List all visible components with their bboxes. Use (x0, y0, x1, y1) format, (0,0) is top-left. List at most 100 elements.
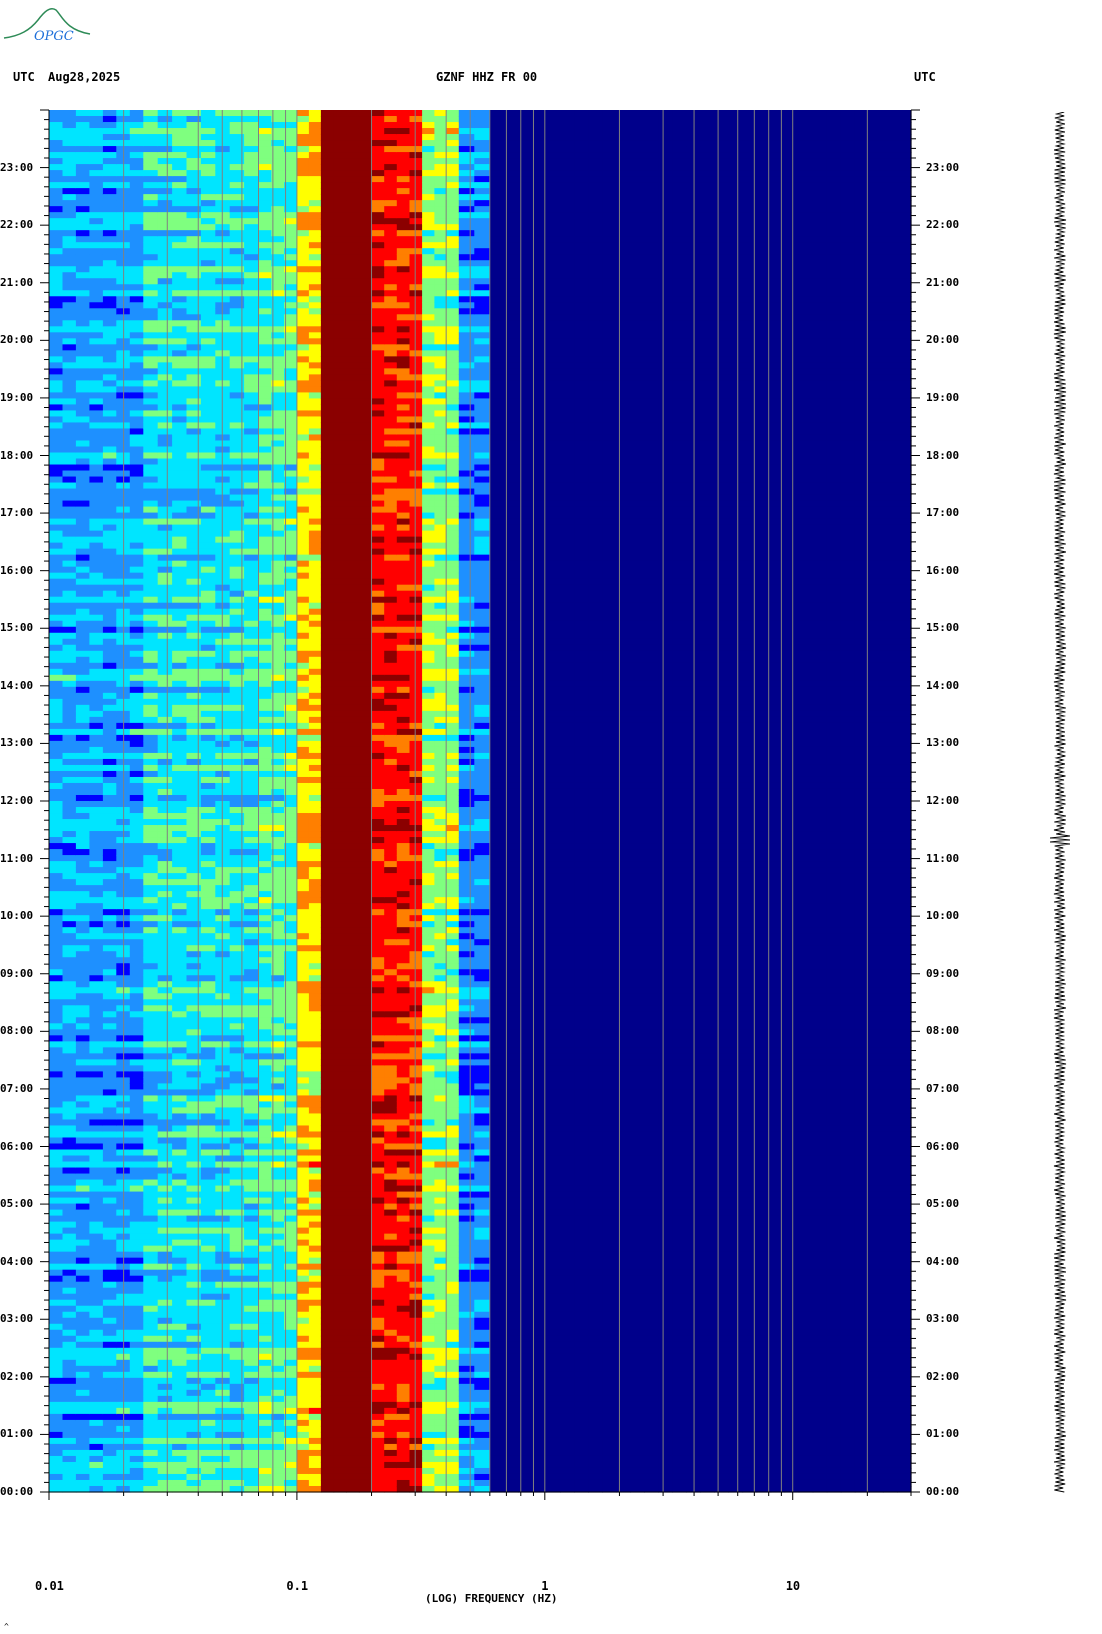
spectrogram-cell (333, 524, 347, 532)
spectrogram-cell (215, 1239, 231, 1247)
spectrogram-cell (102, 1413, 117, 1421)
spectrogram-cell (308, 1407, 322, 1415)
spectrogram-cell (49, 656, 64, 664)
spectrogram-cell (200, 650, 216, 658)
spectrogram-cell (62, 1269, 77, 1277)
spectrogram-cell (296, 825, 310, 832)
spectrogram-cell (129, 518, 144, 526)
spectrogram-cell (200, 1437, 216, 1445)
spectrogram-cell (186, 566, 202, 574)
spectrogram-cell (62, 620, 77, 628)
spectrogram-cell (308, 1485, 322, 1493)
spectrogram-cell (258, 386, 272, 394)
spectrogram-cell (143, 350, 159, 357)
spectrogram-cell (102, 494, 117, 502)
spectrogram-cell (308, 230, 322, 237)
spectrogram-cell (75, 1485, 90, 1493)
spectrogram-cell (49, 909, 64, 916)
spectrogram-cell (229, 849, 245, 856)
spectrogram-cell (244, 1449, 260, 1457)
spectrogram-cell (320, 1305, 335, 1313)
spectrogram-cell (75, 1341, 90, 1349)
spectrogram-cell (62, 975, 77, 982)
spectrogram-cell (200, 1089, 216, 1097)
spectrogram-cell (229, 626, 245, 634)
spectrogram-cell (89, 963, 104, 970)
spectrogram-cell (296, 614, 310, 622)
spectrogram-cell (49, 146, 64, 153)
spectrogram-cell (49, 1083, 64, 1091)
spectrogram-cell (320, 638, 335, 646)
spectrogram-cell (75, 975, 90, 982)
spectrogram-cell (75, 819, 90, 826)
spectrogram-cell (129, 272, 144, 279)
spectrogram-cell (320, 1077, 335, 1085)
spectrogram-cell (89, 440, 104, 448)
spectrogram-cell (271, 1359, 285, 1367)
spectrogram-cell (49, 476, 64, 484)
spectrogram-cell (229, 638, 245, 646)
spectrogram-cell (172, 999, 188, 1006)
spectrogram-cell (200, 566, 216, 574)
spectrogram-cell (157, 536, 173, 544)
spectrogram-cell (172, 554, 188, 562)
spectrogram-cell (308, 891, 322, 898)
spectrogram-cell (89, 260, 104, 267)
spectrogram-cell (229, 494, 245, 502)
spectrogram-cell (186, 963, 202, 970)
spectrogram-cell (284, 602, 298, 610)
spectrogram-cell (271, 326, 285, 333)
spectrogram-cell (102, 849, 117, 856)
spectrogram-cell (89, 332, 104, 339)
spectrogram-cell (244, 638, 260, 646)
spectrogram-cell (62, 1377, 77, 1385)
spectrogram-cell (62, 692, 77, 700)
spectrogram-cell (320, 915, 335, 922)
spectrogram-cell (258, 242, 272, 249)
spectrogram-cell (89, 710, 104, 718)
spectrogram-cell (258, 422, 272, 430)
spectrogram-cell (258, 158, 272, 165)
spectrogram-cell (157, 1071, 173, 1078)
spectrogram-cell (333, 1005, 347, 1012)
spectrogram-cell (75, 933, 90, 940)
spectrogram-cell (320, 1407, 335, 1415)
spectrogram-cell (258, 668, 272, 676)
spectrogram-cell (200, 819, 216, 826)
spectrogram-cell (258, 1425, 272, 1433)
spectrogram-cell (296, 416, 310, 424)
spectrogram-cell (296, 176, 310, 183)
spectrogram-cell (186, 1239, 202, 1247)
spectrogram-cell (186, 1215, 202, 1223)
spectrogram-cell (129, 146, 144, 153)
spectrogram-cell (296, 1407, 310, 1415)
spectrogram-cell (296, 1149, 310, 1157)
spectrogram-cell (244, 578, 260, 586)
spectrogram-cell (172, 1263, 188, 1271)
spectrogram-cell (49, 1335, 64, 1343)
spectrogram-cell (157, 236, 173, 243)
spectrogram-cell (258, 194, 272, 201)
spectrogram-cell (102, 1257, 117, 1265)
spectrogram-cell (284, 1317, 298, 1325)
spectrogram-cell (172, 224, 188, 231)
spectrogram-cell (229, 608, 245, 616)
spectrogram-cell (308, 134, 322, 141)
spectrogram-cell (49, 819, 64, 826)
spectrogram-cell (284, 338, 298, 345)
spectrogram-cell (89, 296, 104, 303)
spectrogram-cell (215, 500, 231, 508)
spectrogram-cell (215, 993, 231, 1000)
spectrogram-cell (129, 212, 144, 219)
spectrogram-cell (320, 728, 335, 736)
spectrogram-cell (308, 843, 322, 850)
spectrogram-cell (215, 1113, 231, 1121)
spectrogram-cell (157, 1449, 173, 1457)
spectrogram-cell (244, 1239, 260, 1247)
spectrogram-cell (229, 1089, 245, 1097)
spectrogram-cell (271, 1119, 285, 1127)
spectrogram-cell (308, 1359, 322, 1367)
spectrogram-cell (296, 999, 310, 1006)
spectrogram-cell (89, 110, 104, 117)
spectrogram-cell (143, 1281, 159, 1289)
